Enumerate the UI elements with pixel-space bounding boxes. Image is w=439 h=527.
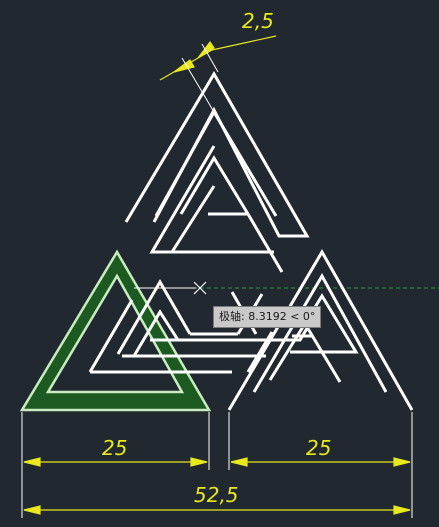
gap-dimension-text: 2,5: [242, 9, 274, 33]
top-triangle[interactable]: [124, 71, 310, 273]
right-triangle[interactable]: [227, 249, 414, 411]
selected-left-triangle[interactable]: [19, 249, 212, 412]
right-width-dimension-text: 25: [306, 436, 331, 460]
total-width-dimension-text: 52,5: [194, 483, 239, 507]
dimension-lines: [23, 35, 411, 515]
polar-tracking-tooltip: 极轴: 8.3192 < 0°: [213, 306, 322, 328]
extension-lines: [21, 412, 413, 518]
gap-extension-lines: [181, 43, 219, 113]
inner-band: [88, 212, 320, 374]
left-width-dimension-text: 25: [102, 436, 127, 460]
crosshair-cursor-icon: [193, 281, 207, 295]
